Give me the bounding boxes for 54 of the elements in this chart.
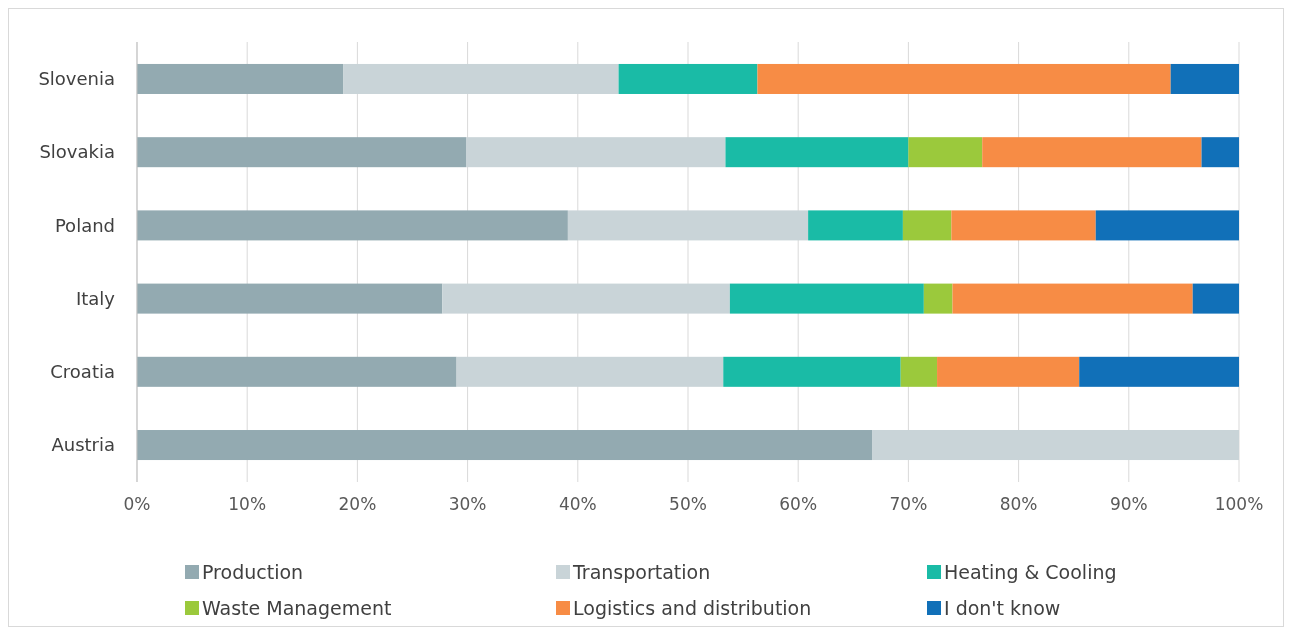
bar [456,356,724,387]
bar [1079,356,1239,387]
bar [618,63,758,94]
x-tick-label: 10% [228,494,267,514]
bar [567,210,809,241]
x-tick-label: 100% [1214,494,1264,514]
bar [908,137,983,168]
bar [1201,137,1239,168]
bar [923,283,953,314]
y-tick-label: Slovakia [39,141,115,163]
legend-label: Transportation [572,560,711,583]
bar [1095,210,1239,241]
x-tick-label: 70% [889,494,928,514]
y-tick-label: Poland [54,214,115,236]
y-tick-label: Italy [75,287,116,309]
legend-label: Heating & Cooling [944,560,1117,583]
legend-label: I don't know [944,596,1061,619]
legend-label: Production [202,560,304,583]
bar [900,356,938,387]
x-tick-label: 30% [448,494,487,514]
bar [725,137,909,168]
bar [872,430,1239,461]
y-tick-label: Slovenia [38,68,115,90]
x-tick-label: 60% [779,494,818,514]
bar [343,63,619,94]
bar [757,63,1171,94]
bar [137,63,344,94]
bar [729,283,924,314]
x-tick-label: 0% [123,494,151,514]
bar [137,430,873,461]
bar [951,210,1096,241]
x-tick-label: 40% [558,494,597,514]
bar [723,356,901,387]
bar [902,210,952,241]
y-tick-label: Austria [51,434,115,456]
bar [137,137,467,168]
bar [1192,283,1239,314]
bar [952,283,1193,314]
bar [982,137,1202,168]
bar [466,137,726,168]
bar [808,210,903,241]
bar [1170,63,1239,94]
bar [137,283,443,314]
bar [442,283,730,314]
x-tick-label: 80% [999,494,1038,514]
bar [137,356,457,387]
legend-label: Logistics and distribution [573,596,812,619]
x-tick-label: 20% [338,494,377,514]
legend-label: Waste Management [202,596,392,619]
bar [937,356,1080,387]
x-tick-label: 90% [1109,494,1148,514]
bar [137,210,568,241]
y-tick-label: Croatia [50,361,115,383]
x-tick-label: 50% [669,494,707,514]
